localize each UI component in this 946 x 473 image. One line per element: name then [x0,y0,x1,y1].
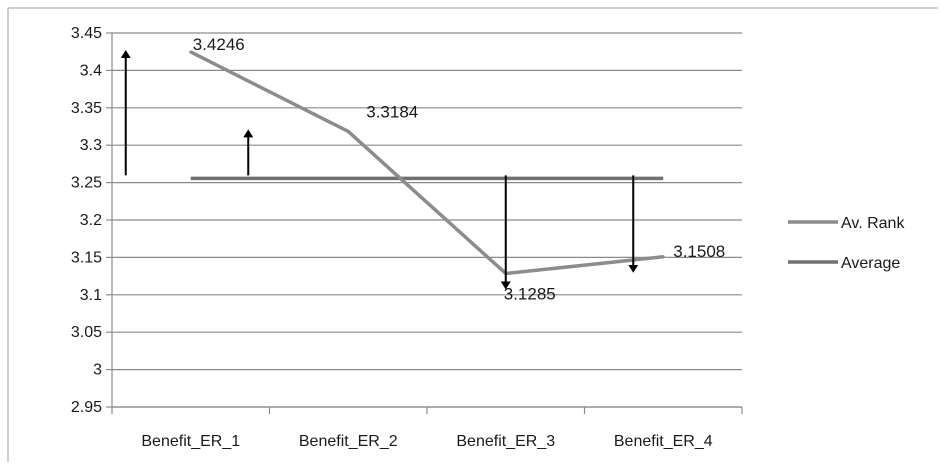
data-label: 3.1508 [673,242,725,261]
arrow-annotations [120,49,639,290]
x-tick-label: Benefit_ER_1 [141,433,240,450]
data-labels: 3.4246 3.3184 3.1285 3.1508 [193,35,726,303]
y-tick-label: 3.25 [71,175,102,192]
y-tick-label: 3 [93,362,102,379]
legend: Av. Rank Average [788,215,905,272]
av-rank-point [346,129,350,133]
y-tick-label: 3.35 [71,100,102,117]
y-tick-label: 3.15 [71,249,102,266]
y-tick-label: 3.3 [80,137,102,154]
data-label: 3.1285 [504,284,556,303]
y-tick-label: 3.45 [71,25,102,42]
y-tick-label: 2.95 [71,399,102,416]
x-tick-label: Benefit_ER_2 [299,433,398,450]
av-rank-point [189,50,193,54]
y-tick-label: 3.4 [80,62,102,79]
y-tick-label: 3.2 [80,212,102,229]
data-label: 3.4246 [193,35,245,54]
legend-label: Av. Rank [841,215,905,232]
x-tick-labels: Benefit_ER_1 Benefit_ER_2 Benefit_ER_3 Bene… [141,433,712,450]
av-rank-point [661,255,665,259]
y-tick-label: 3.05 [71,324,102,341]
y-tick-label: 3.1 [80,287,102,304]
y-tick-labels: 2.95 3 3.05 3.1 3.15 3.2 3.25 3.3 3.35 3.4 3.45 [71,25,102,416]
legend-label: Average [841,255,900,272]
data-label: 3.3184 [366,102,418,121]
x-tick-label: Benefit_ER_3 [456,433,555,450]
x-tick-label: Benefit_ER_4 [614,433,713,450]
axes [111,33,743,414]
av-rank-line [189,50,664,276]
